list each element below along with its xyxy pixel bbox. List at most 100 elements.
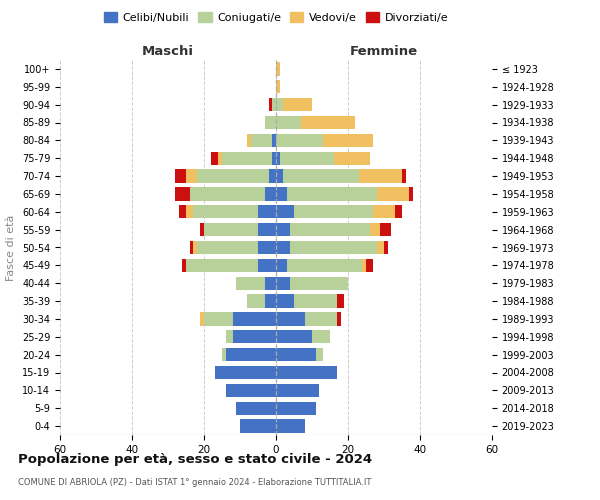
Bar xyxy=(197,241,258,254)
Bar xyxy=(290,276,348,290)
Text: COMUNE DI ABRIOLA (PZ) - Dati ISTAT 1° gennaio 2024 - Elaborazione TUTTITALIA.IT: COMUNE DI ABRIOLA (PZ) - Dati ISTAT 1° g… xyxy=(18,478,371,487)
Bar xyxy=(204,223,258,236)
Bar xyxy=(402,170,406,183)
Bar xyxy=(377,187,409,200)
Bar xyxy=(179,205,186,218)
Bar xyxy=(283,170,359,183)
Bar xyxy=(276,62,280,76)
Bar xyxy=(276,98,283,112)
Bar xyxy=(276,223,290,236)
Bar xyxy=(200,223,204,236)
Bar xyxy=(258,205,276,218)
Bar xyxy=(276,205,294,218)
Bar xyxy=(359,170,402,183)
Bar xyxy=(251,134,272,147)
Bar xyxy=(190,241,193,254)
Bar xyxy=(395,205,402,218)
Bar xyxy=(272,98,276,112)
Bar xyxy=(276,276,290,290)
Bar xyxy=(265,187,276,200)
Bar xyxy=(305,312,337,326)
Bar xyxy=(276,294,294,308)
Bar xyxy=(258,258,276,272)
Bar xyxy=(236,402,276,415)
Text: Popolazione per età, sesso e stato civile - 2024: Popolazione per età, sesso e stato civil… xyxy=(18,452,372,466)
Bar xyxy=(226,330,233,344)
Bar xyxy=(269,170,276,183)
Bar xyxy=(226,384,276,397)
Bar xyxy=(276,116,301,129)
Bar xyxy=(276,312,305,326)
Bar xyxy=(337,294,344,308)
Bar xyxy=(294,205,373,218)
Bar xyxy=(186,258,258,272)
Bar xyxy=(276,241,290,254)
Bar xyxy=(276,187,287,200)
Bar xyxy=(384,241,388,254)
Bar xyxy=(370,223,380,236)
Bar xyxy=(276,348,316,362)
Bar xyxy=(175,170,186,183)
Legend: Celibi/Nubili, Coniugati/e, Vedovi/e, Divorziati/e: Celibi/Nubili, Coniugati/e, Vedovi/e, Di… xyxy=(100,8,452,28)
Bar xyxy=(193,241,197,254)
Bar xyxy=(186,205,193,218)
Bar xyxy=(373,205,395,218)
Bar xyxy=(222,152,272,165)
Bar xyxy=(276,366,337,379)
Bar xyxy=(294,294,337,308)
Bar xyxy=(193,205,258,218)
Bar xyxy=(312,330,330,344)
Bar xyxy=(265,294,276,308)
Bar xyxy=(247,294,265,308)
Bar xyxy=(204,312,233,326)
Bar xyxy=(226,348,276,362)
Bar xyxy=(323,134,373,147)
Bar xyxy=(240,420,276,433)
Bar xyxy=(280,152,334,165)
Bar xyxy=(233,312,276,326)
Bar xyxy=(197,170,269,183)
Text: Femmine: Femmine xyxy=(350,44,418,58)
Bar xyxy=(283,98,312,112)
Bar xyxy=(222,348,226,362)
Bar xyxy=(200,312,204,326)
Bar xyxy=(409,187,413,200)
Y-axis label: Fasce di età: Fasce di età xyxy=(7,214,16,280)
Bar xyxy=(334,152,370,165)
Bar xyxy=(276,384,319,397)
Bar xyxy=(272,134,276,147)
Bar xyxy=(247,134,251,147)
Text: Maschi: Maschi xyxy=(142,44,194,58)
Bar xyxy=(276,402,316,415)
Bar xyxy=(265,276,276,290)
Bar xyxy=(366,258,373,272)
Bar xyxy=(258,223,276,236)
Bar xyxy=(218,152,222,165)
Bar xyxy=(362,258,366,272)
Bar xyxy=(276,152,280,165)
Bar xyxy=(190,187,265,200)
Bar xyxy=(290,241,377,254)
Bar xyxy=(377,241,384,254)
Bar xyxy=(175,187,190,200)
Bar xyxy=(287,258,362,272)
Bar xyxy=(276,134,323,147)
Bar xyxy=(301,116,355,129)
Bar xyxy=(272,152,276,165)
Bar xyxy=(258,241,276,254)
Bar xyxy=(276,170,283,183)
Bar xyxy=(265,116,276,129)
Bar xyxy=(276,80,280,94)
Bar xyxy=(236,276,265,290)
Bar xyxy=(211,152,218,165)
Bar xyxy=(276,420,305,433)
Bar xyxy=(233,330,276,344)
Bar xyxy=(269,98,272,112)
Bar xyxy=(276,258,287,272)
Bar xyxy=(215,366,276,379)
Bar xyxy=(337,312,341,326)
Bar xyxy=(186,170,197,183)
Bar xyxy=(380,223,391,236)
Bar xyxy=(276,330,312,344)
Bar xyxy=(287,187,377,200)
